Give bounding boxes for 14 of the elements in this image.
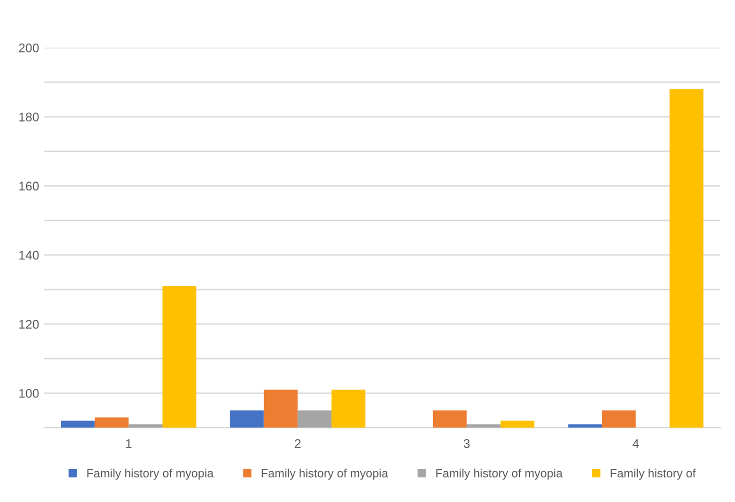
x-tick-label: 1 [126, 439, 132, 448]
legend-label: Family history of myopia [87, 468, 214, 480]
legend-label: Family history of [610, 468, 696, 480]
y-tick-label: 100 [19, 388, 39, 398]
legend-label: Family history of myopia [262, 468, 388, 480]
x-tick-label: 2 [294, 439, 301, 448]
y-tick-label: 180 [19, 112, 39, 122]
legend-label: Family history of myopia [436, 468, 563, 480]
y-tick-label: 200 [19, 43, 39, 52]
y-tick-label: 120 [19, 320, 39, 329]
y-tick-label: 160 [19, 182, 39, 191]
y-tick-label: 140 [19, 250, 39, 260]
x-tick-label: 3 [464, 439, 470, 448]
x-tick-label: 4 [632, 439, 639, 448]
